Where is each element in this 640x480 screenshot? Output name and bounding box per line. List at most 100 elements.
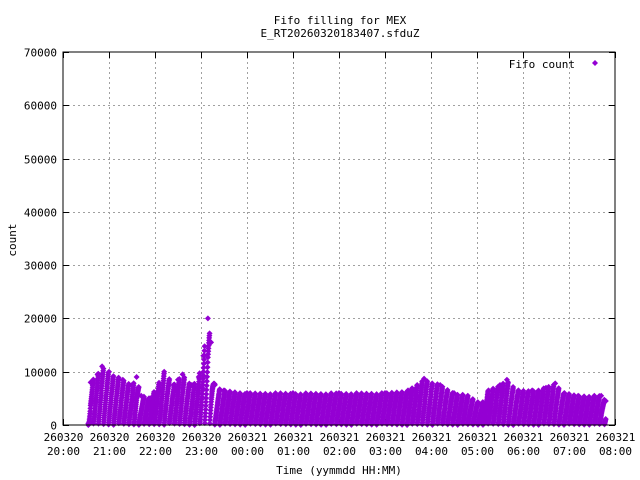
data-point xyxy=(87,379,94,386)
x-tick-time-label: 05:00 xyxy=(461,445,494,458)
data-point xyxy=(525,388,532,395)
data-point xyxy=(257,390,264,397)
data-point xyxy=(166,376,173,383)
data-point xyxy=(135,384,142,390)
y-tick-label: 40000 xyxy=(24,207,57,220)
data-point xyxy=(216,386,223,393)
x-tick-date-label: 260320 xyxy=(136,431,176,444)
x-tick-date-label: 260321 xyxy=(550,431,590,444)
data-point xyxy=(503,376,510,383)
x-tick-time-label: 21:00 xyxy=(93,445,126,458)
x-tick-time-label: 07:00 xyxy=(553,445,586,458)
data-point xyxy=(561,390,568,396)
data-point xyxy=(203,378,210,385)
data-point xyxy=(195,374,202,380)
data-point xyxy=(203,399,209,405)
data-point xyxy=(469,396,476,403)
data-point xyxy=(429,380,436,387)
x-tick-time-label: 01:00 xyxy=(277,445,310,458)
data-point xyxy=(110,373,117,380)
data-point xyxy=(535,387,542,394)
y-tick-label: 50000 xyxy=(24,154,57,167)
data-point xyxy=(312,390,319,397)
data-point xyxy=(409,385,416,392)
data-point xyxy=(437,382,444,388)
data-point xyxy=(485,387,492,394)
data-point xyxy=(277,390,284,397)
data-point xyxy=(129,382,135,388)
x-tick-date-label: 260321 xyxy=(412,431,452,444)
data-point xyxy=(211,382,218,388)
x-tick-date-label: 260321 xyxy=(366,431,406,444)
data-point xyxy=(147,395,154,402)
data-point xyxy=(133,374,140,380)
chart-title-line1: Fifo filling for MEX xyxy=(274,14,407,27)
data-point xyxy=(566,391,572,397)
data-point xyxy=(343,390,350,397)
data-point xyxy=(302,390,309,397)
data-point xyxy=(203,386,210,393)
data-points xyxy=(85,315,609,428)
data-point xyxy=(353,390,360,397)
data-point xyxy=(156,379,162,386)
x-tick-date-label: 260320 xyxy=(90,431,130,444)
data-point xyxy=(368,390,375,397)
data-point xyxy=(247,390,254,397)
legend-marker-icon xyxy=(592,60,598,66)
y-tick-label: 10000 xyxy=(24,367,57,380)
data-point xyxy=(200,364,207,371)
legend: Fifo count xyxy=(509,58,598,71)
data-point xyxy=(138,392,145,399)
data-point xyxy=(202,402,209,409)
data-point xyxy=(451,390,457,396)
y-tick-label: 60000 xyxy=(24,100,57,113)
data-point xyxy=(520,387,527,394)
x-tick-date-label: 260321 xyxy=(274,431,314,444)
data-point xyxy=(202,413,209,420)
data-point xyxy=(204,369,211,376)
data-point xyxy=(115,374,122,381)
data-point xyxy=(515,387,522,394)
data-point xyxy=(221,387,227,394)
chart-title-line2: E_RT20260320183407.sfduZ xyxy=(261,27,420,40)
x-tick-time-label: 08:00 xyxy=(599,445,632,458)
x-tick-time-label: 20:00 xyxy=(47,445,80,458)
x-tick-time-label: 02:00 xyxy=(323,445,356,458)
x-tick-date-label: 260321 xyxy=(228,431,268,444)
data-point xyxy=(272,390,279,397)
data-point xyxy=(586,393,593,400)
data-point xyxy=(421,375,428,382)
data-point xyxy=(202,410,209,417)
x-tick-date-label: 260321 xyxy=(596,431,636,444)
data-point xyxy=(204,359,211,366)
data-point xyxy=(602,398,609,404)
y-tick-label: 20000 xyxy=(24,313,57,326)
data-point xyxy=(464,392,471,399)
data-point xyxy=(358,390,365,397)
axes: 0 10000 20000 30000 40000 50000 60000 70000 2603… xyxy=(24,47,636,459)
data-point xyxy=(201,347,208,354)
y-tick-label: 0 xyxy=(50,420,57,433)
data-point xyxy=(348,391,355,398)
data-point xyxy=(204,364,211,371)
data-point xyxy=(119,376,126,383)
data-point xyxy=(322,391,329,398)
data-point xyxy=(529,387,536,394)
data-point xyxy=(290,390,296,396)
data-point xyxy=(170,382,177,388)
data-point xyxy=(207,413,214,420)
data-point xyxy=(555,385,562,392)
data-point xyxy=(262,390,269,397)
x-tick-date-label: 260321 xyxy=(458,431,498,444)
data-point xyxy=(543,384,549,391)
data-point xyxy=(405,387,411,394)
x-tick-date-label: 260321 xyxy=(320,431,360,444)
data-point xyxy=(175,376,181,383)
data-point xyxy=(398,389,405,396)
data-point xyxy=(161,368,168,375)
data-point xyxy=(336,390,342,396)
data-point xyxy=(200,352,207,359)
data-point xyxy=(363,390,370,397)
y-tick-label: 70000 xyxy=(24,47,57,60)
